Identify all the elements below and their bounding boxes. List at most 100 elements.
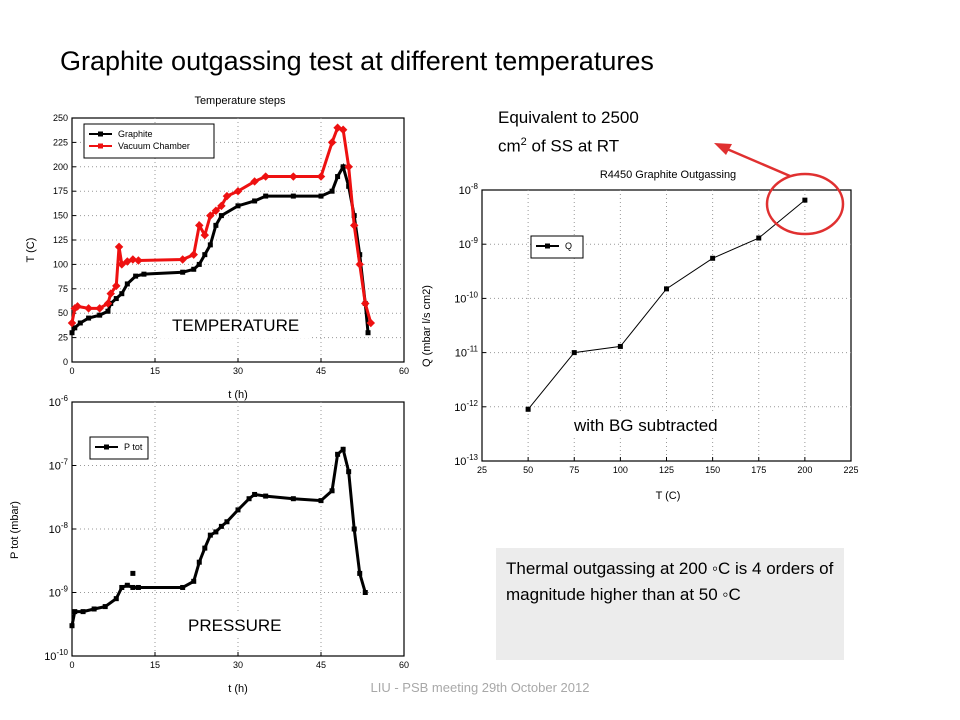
temperature-series-graphite-point — [346, 183, 352, 189]
pressure-x-tick-label: 0 — [69, 660, 74, 670]
pressure-x-tick-label: 45 — [316, 660, 326, 670]
temperature-series-vacuum-chamber-point — [84, 304, 93, 313]
outgassing-chart-title: R4450 Graphite Outgassing — [600, 169, 736, 181]
temperature-y-tick-label: 25 — [58, 333, 68, 343]
temperature-series-vacuum-chamber-point — [316, 172, 326, 181]
outgassing-y-tick-label: 10-8 — [459, 182, 479, 197]
temperature-series-vacuum-chamber-point — [112, 281, 121, 291]
pressure-series-p-tot-point — [202, 545, 208, 551]
temperature-series-vacuum-chamber-point — [195, 221, 204, 230]
pressure-x-tick-label: 60 — [399, 660, 409, 670]
temperature-series-graphite-point — [105, 308, 111, 314]
temperature-series-graphite-point — [290, 193, 296, 199]
pressure-y-tick-label: 10-10 — [44, 648, 68, 663]
temperature-series-vacuum-chamber-point — [106, 289, 115, 298]
pressure-series-p-tot-point — [346, 469, 352, 475]
pressure-series-p-tot-point — [235, 507, 241, 513]
temperature-y-tick-label: 75 — [58, 284, 68, 294]
pressure-y-tick-label: 10-9 — [49, 585, 69, 600]
pressure-series-p-tot-point — [124, 582, 130, 588]
pressure-y-tick-label: 10-7 — [49, 458, 69, 473]
outgassing-y-tick-label: 10-12 — [454, 399, 478, 414]
temperature-y-tick-label: 0 — [63, 357, 68, 367]
equivalent-line-2: cm2 of SS at RT — [498, 130, 639, 159]
outgassing-x-tick-label: 125 — [659, 465, 674, 475]
pressure-series-p-tot-point — [130, 584, 136, 590]
pressure-series-p-tot-point — [357, 570, 363, 576]
outgassing-legend-label: Q — [565, 241, 572, 251]
pressure-series-p-tot-point — [91, 606, 97, 612]
temperature-series-vacuum-chamber-point — [134, 256, 143, 265]
pressure-series-p-tot-point — [290, 496, 296, 502]
temperature-x-tick-label: 0 — [69, 366, 74, 376]
temperature-series-vacuum-chamber-point — [361, 299, 370, 308]
temperature-legend-marker — [98, 143, 103, 149]
outgassing-x-tick-label: 25 — [477, 465, 487, 475]
temperature-series-vacuum-chamber-point — [289, 172, 298, 181]
outgassing-y-tick-label: 10-11 — [455, 345, 479, 360]
outgassing-series-q-point — [571, 350, 577, 356]
outgassing-legend-box — [530, 235, 584, 259]
temperature-y-tick-label: 225 — [53, 137, 68, 147]
temperature-x-tick-label: 15 — [150, 366, 160, 376]
temperature-series-graphite-point — [113, 296, 119, 302]
pressure-series-p-tot-point — [218, 523, 224, 529]
pressure-series-p-tot-point — [329, 488, 335, 494]
pressure-series-p-tot-point — [213, 529, 219, 535]
outgassing-series-q-point — [664, 286, 669, 292]
temperature-legend-marker — [98, 131, 103, 137]
temperature-series-vacuum-chamber-point — [189, 250, 198, 259]
temperature-chart-title: Temperature steps — [194, 95, 286, 107]
temperature-series-vacuum-chamber-point — [117, 260, 127, 269]
temperature-x-tick-label: 60 — [399, 366, 409, 376]
temperature-series-vacuum-chamber-point — [349, 221, 359, 230]
pressure-y-tick-label: 10-8 — [49, 521, 69, 536]
outgassing-x-tick-label: 175 — [751, 465, 766, 475]
temperature-series-graphite-point — [218, 213, 224, 219]
temperature-y-tick-label: 50 — [58, 308, 68, 318]
temperature-series-graphite-point — [318, 193, 324, 199]
temperature-series-vacuum-chamber-point — [103, 299, 113, 308]
outgassing-x-tick-label: 75 — [569, 465, 579, 475]
temperature-y-tick-label: 175 — [53, 186, 68, 196]
temperature-series-graphite-point — [72, 325, 78, 331]
temperature-series-graphite-point — [329, 188, 335, 194]
pressure-series-p-tot-line — [70, 446, 367, 626]
temperature-series-graphite-point — [357, 252, 363, 258]
temperature-series-vacuum-chamber-point — [344, 162, 353, 172]
outgassing-series-q-point — [710, 255, 716, 261]
temperature-series-graphite-point — [141, 271, 147, 277]
equivalent-text: Equivalent to 2500 cm2 of SS at RT — [498, 106, 639, 159]
temperature-series-vacuum-chamber-point — [333, 123, 342, 133]
highlight-arrow-head — [714, 143, 732, 155]
pressure-legend-label: P tot — [124, 442, 143, 452]
outgassing-y-tick-label: 10-10 — [454, 290, 478, 305]
pressure-series-p-tot-point — [335, 451, 341, 457]
pressure-x-tick-label: 30 — [233, 660, 243, 670]
outgassing-x-tick-label: 200 — [797, 465, 812, 475]
pressure-series-p-tot-point — [196, 559, 202, 565]
temperature-series-graphite-point — [252, 198, 258, 204]
pressure-series-p-tot-point — [72, 609, 78, 615]
temperature-series-graphite-point — [340, 164, 346, 170]
temperature-series-vacuum-chamber-point — [327, 138, 337, 147]
highlight-arrow-line — [719, 144, 791, 178]
pressure-series-p-tot-point — [252, 491, 258, 497]
temperature-series-graphite-point — [263, 193, 269, 199]
temperature-series-graphite-point — [124, 281, 130, 287]
outgassing-x-tick-label: 50 — [523, 465, 533, 475]
temperature-series-vacuum-chamber-point — [73, 302, 82, 311]
pressure-series-p-tot-point — [113, 596, 119, 602]
pressure-series-p-tot-point — [191, 578, 197, 584]
temperature-series-graphite-point — [191, 266, 197, 272]
temperature-series-graphite-point — [351, 213, 357, 219]
slide-footer: LIU - PSB meeting 29th October 2012 — [370, 680, 590, 695]
temperature-legend-label: Vacuum Chamber — [118, 141, 190, 151]
temperature-series-graphite-point — [235, 203, 241, 209]
pressure-series-p-tot-point — [102, 604, 108, 610]
temperature-series-vacuum-chamber-point — [128, 255, 138, 264]
temperature-series-vacuum-chamber-point — [211, 206, 221, 215]
pressure-series-p-tot-point — [224, 519, 230, 525]
pressure-series-p-tot-point — [135, 584, 141, 590]
temperature-series-graphite-point — [86, 315, 92, 321]
